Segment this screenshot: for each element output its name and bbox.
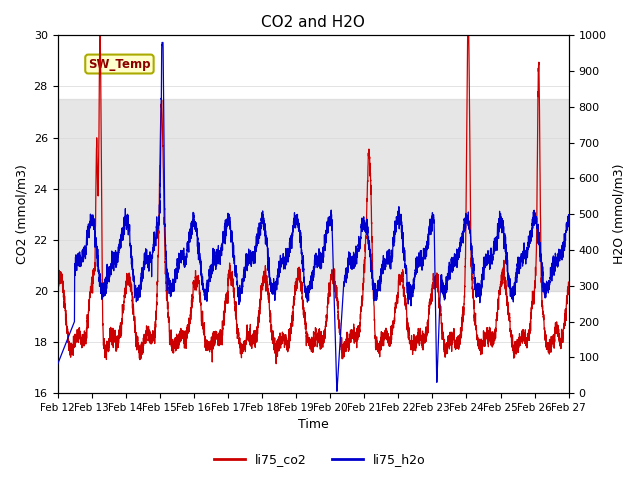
Legend: li75_co2, li75_h2o: li75_co2, li75_h2o [209,448,431,471]
X-axis label: Time: Time [298,419,328,432]
Y-axis label: CO2 (mmol/m3): CO2 (mmol/m3) [15,164,28,264]
Text: SW_Temp: SW_Temp [88,58,150,71]
Y-axis label: H2O (mmol/m3): H2O (mmol/m3) [612,164,625,264]
Title: CO2 and H2O: CO2 and H2O [261,15,365,30]
Bar [58,99,569,291]
